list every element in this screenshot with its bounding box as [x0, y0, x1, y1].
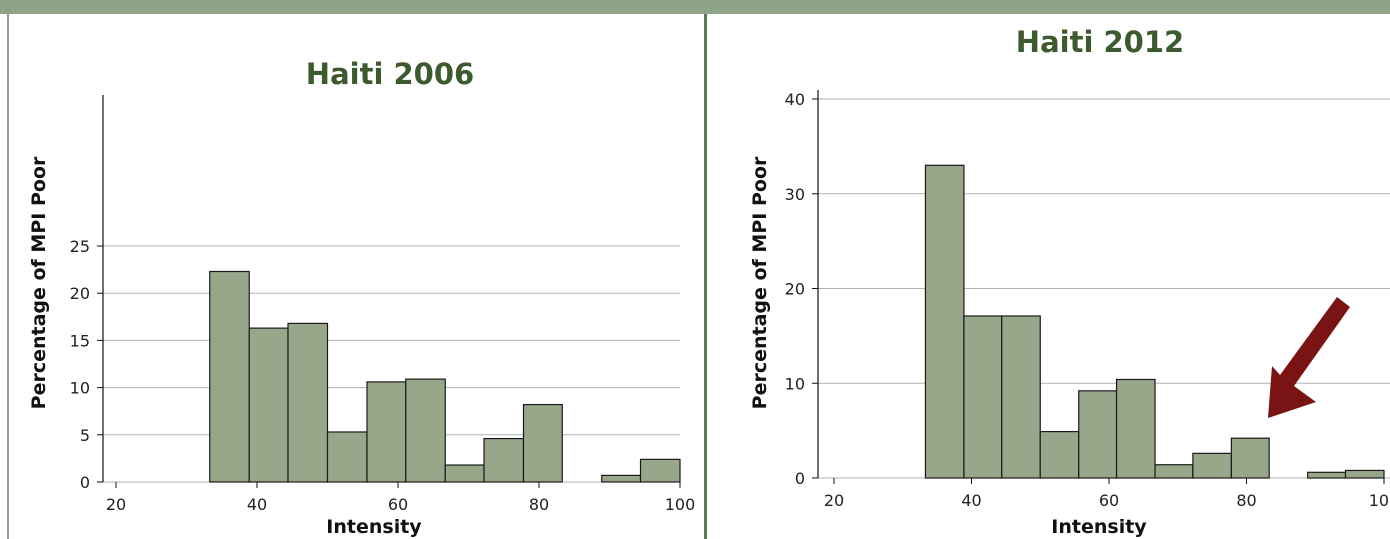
y-axis-label: Percentage of MPI Poor: [749, 156, 771, 409]
x-tick-label: 40: [247, 495, 267, 514]
histogram-bar: [1078, 390, 1118, 479]
y-tick-label: 10: [70, 379, 90, 398]
histogram-bar: [1344, 469, 1385, 479]
histogram-bar: [326, 431, 368, 483]
x-tick-label: 40: [961, 491, 981, 510]
x-axis-label: Intensity: [1051, 516, 1147, 538]
x-tick-label: 60: [388, 495, 408, 514]
chart-haiti-2012: Haiti 2012 Intensity Percentage of MPI P…: [749, 25, 1390, 538]
histogram-bar: [601, 474, 642, 483]
y-tick-label: 25: [70, 237, 90, 256]
histogram-bar: [209, 270, 250, 483]
y-axis-label: Percentage of MPI Poor: [28, 156, 50, 409]
histogram-bar: [248, 327, 289, 483]
annotation-arrow: [1268, 297, 1350, 418]
y-tick-label: 20: [785, 280, 805, 299]
histogram-bar: [522, 403, 563, 483]
histogram-bar: [1307, 471, 1347, 479]
histogram-bar: [1039, 430, 1080, 479]
y-tick-label: 0: [795, 469, 805, 488]
histogram-bar: [1154, 464, 1194, 479]
y-tick-label: 30: [785, 185, 805, 204]
chart-haiti-2006: Haiti 2006 Intensity Percentage of MPI P…: [28, 57, 695, 538]
y-tick-label: 10: [785, 374, 805, 393]
histogram-bar: [1230, 437, 1270, 479]
x-tick-label: 80: [529, 495, 549, 514]
annotation-layer: [1268, 297, 1350, 418]
histogram-bar: [963, 315, 1003, 479]
histogram-bar: [1001, 315, 1041, 479]
y-tick-label: 0: [80, 473, 90, 492]
chart-title: Haiti 2006: [306, 57, 474, 91]
y-tick-label: 15: [70, 331, 90, 350]
panel-divider: [704, 14, 707, 539]
y-tick-label: 40: [785, 90, 805, 109]
x-tick-label: 100: [1369, 491, 1390, 510]
x-tick-label: 80: [1236, 491, 1256, 510]
histogram-bar: [405, 378, 446, 483]
histogram-bar: [483, 437, 525, 483]
left-border: [7, 14, 9, 539]
x-axis-label: Intensity: [326, 516, 422, 538]
x-tick-label: 20: [824, 491, 844, 510]
y-tick-label: 20: [70, 284, 90, 303]
histogram-bar: [1192, 452, 1232, 479]
histogram-bar: [639, 458, 681, 483]
chart-title: Haiti 2012: [1016, 25, 1184, 59]
x-tick-label: 100: [665, 495, 696, 514]
histogram-bar: [444, 464, 485, 483]
histogram-bar: [924, 164, 965, 479]
histogram-bar: [1115, 378, 1156, 479]
top-band: [0, 0, 1390, 14]
x-tick-label: 20: [106, 495, 126, 514]
x-tick-label: 60: [1099, 491, 1119, 510]
histogram-bar: [366, 381, 407, 483]
y-tick-label: 5: [80, 426, 90, 445]
histogram-bar: [287, 322, 329, 483]
